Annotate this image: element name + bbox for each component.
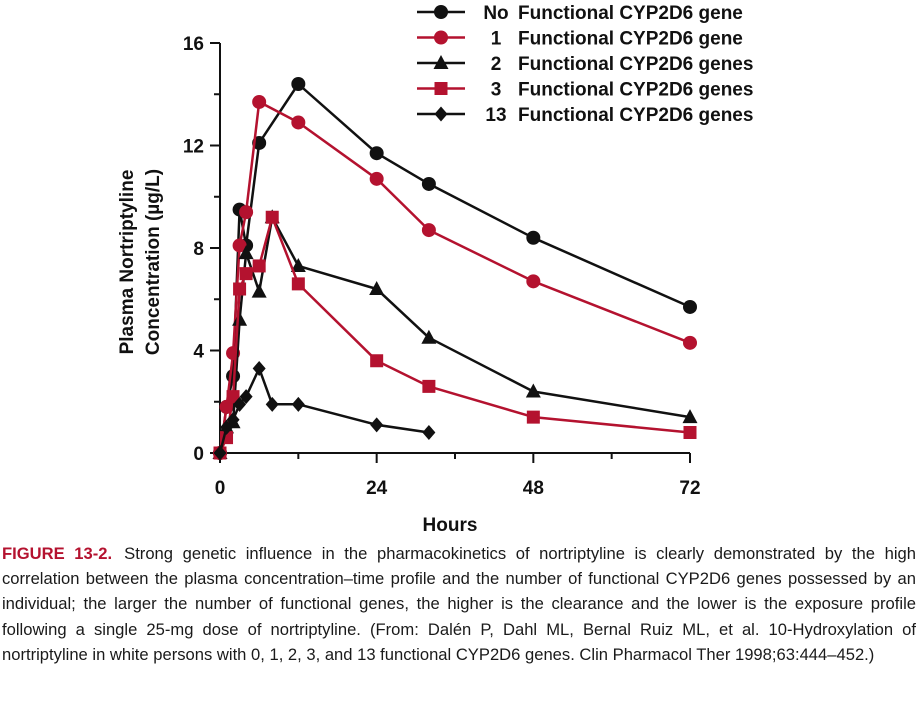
legend-label: Functional CYP2D6 genes xyxy=(518,105,753,126)
data-point xyxy=(683,335,697,350)
legend-marker xyxy=(434,82,448,95)
series-2 xyxy=(212,209,698,459)
data-point xyxy=(226,390,240,404)
series-line xyxy=(218,100,691,454)
y-axis-title-line: Concentration (µg/L) xyxy=(143,169,164,355)
data-point xyxy=(265,210,279,224)
y-tick-label: 0 xyxy=(193,444,204,465)
data-point xyxy=(226,412,240,428)
data-point xyxy=(421,329,437,344)
data-point xyxy=(220,419,234,435)
figure-chart: 0 4 8 12 16 0 24 48 72 Hours Plasma Nortriptyline C… xyxy=(117,3,753,535)
figure-caption: FIGURE 13-2. Strong genetic influence in … xyxy=(2,541,916,667)
data-point xyxy=(526,274,541,289)
data-point xyxy=(291,396,305,412)
legend-item: 2 Functional CYP2D6 genes xyxy=(417,54,753,75)
legend-marker xyxy=(433,55,449,69)
x-tick-label: 48 xyxy=(523,478,544,499)
legend-number: No xyxy=(483,3,508,24)
legend-item: No Functional CYP2D6 gene xyxy=(417,3,743,24)
data-point xyxy=(252,360,266,376)
data-point xyxy=(525,383,541,398)
data-point xyxy=(421,176,436,191)
data-point xyxy=(291,115,306,130)
data-point xyxy=(252,94,267,109)
x-tick-label: 72 xyxy=(679,478,700,499)
legend-number: 13 xyxy=(485,105,506,126)
legend-marker xyxy=(434,5,448,19)
y-tick-label: 8 xyxy=(193,239,204,260)
data-point xyxy=(238,245,254,260)
y-tick-label: 4 xyxy=(193,342,204,363)
data-point xyxy=(239,389,253,405)
series-layer xyxy=(212,77,698,461)
series-line xyxy=(218,367,430,454)
data-point xyxy=(370,417,384,433)
legend-number: 1 xyxy=(491,29,502,50)
data-point xyxy=(251,283,267,298)
data-point xyxy=(239,205,254,220)
data-point xyxy=(683,299,697,314)
data-point xyxy=(233,396,247,412)
data-point xyxy=(239,267,253,281)
data-point xyxy=(421,223,436,238)
data-point xyxy=(232,311,248,326)
data-point xyxy=(683,426,697,439)
series-0 xyxy=(213,77,697,460)
data-point xyxy=(370,354,384,368)
caption-label: FIGURE 13-2. xyxy=(2,544,113,563)
y-axis-title: Plasma Nortriptyline Concentration (µg/L) xyxy=(117,169,164,355)
series-line xyxy=(218,216,691,454)
data-point xyxy=(369,146,384,161)
data-point xyxy=(291,277,305,291)
data-point xyxy=(369,171,384,186)
series-line xyxy=(218,82,691,454)
data-point xyxy=(422,425,436,440)
data-point xyxy=(422,379,436,393)
y-axis-title-line: Plasma Nortriptyline xyxy=(117,170,138,355)
series-line xyxy=(218,216,691,454)
legend-label: Functional CYP2D6 genes xyxy=(518,54,753,75)
y-tick-label: 16 xyxy=(183,34,204,55)
legend: No Functional CYP2D6 gene 1 Functional CYP2… xyxy=(417,3,753,126)
legend-label: Functional CYP2D6 gene xyxy=(518,3,743,24)
data-point xyxy=(232,238,247,253)
series-4 xyxy=(213,360,436,461)
y-tick-label: 12 xyxy=(183,137,204,158)
legend-label: Functional CYP2D6 genes xyxy=(518,80,753,101)
data-point xyxy=(290,257,306,272)
legend-number: 3 xyxy=(491,80,502,101)
legend-item: 13 Functional CYP2D6 genes xyxy=(417,105,753,126)
data-point xyxy=(265,396,279,412)
data-point xyxy=(682,409,698,424)
data-point xyxy=(369,281,385,295)
data-point xyxy=(526,410,540,424)
legend-item: 3 Functional CYP2D6 genes xyxy=(417,80,753,101)
data-point xyxy=(233,282,247,296)
caption-text: Strong genetic influence in the pharmaco… xyxy=(2,544,916,664)
x-axis-title: Hours xyxy=(423,515,478,535)
x-tick-label: 0 xyxy=(215,478,226,499)
data-point xyxy=(213,445,227,461)
legend-marker xyxy=(434,30,448,45)
legend-label: Functional CYP2D6 gene xyxy=(518,29,743,50)
legend-number: 2 xyxy=(491,54,502,75)
data-point xyxy=(291,77,306,91)
x-tick-label: 24 xyxy=(366,478,388,499)
data-point xyxy=(252,259,266,273)
data-point xyxy=(526,230,541,245)
legend-item: 1 Functional CYP2D6 gene xyxy=(417,29,743,50)
legend-marker xyxy=(434,106,448,122)
series-3 xyxy=(213,210,697,460)
